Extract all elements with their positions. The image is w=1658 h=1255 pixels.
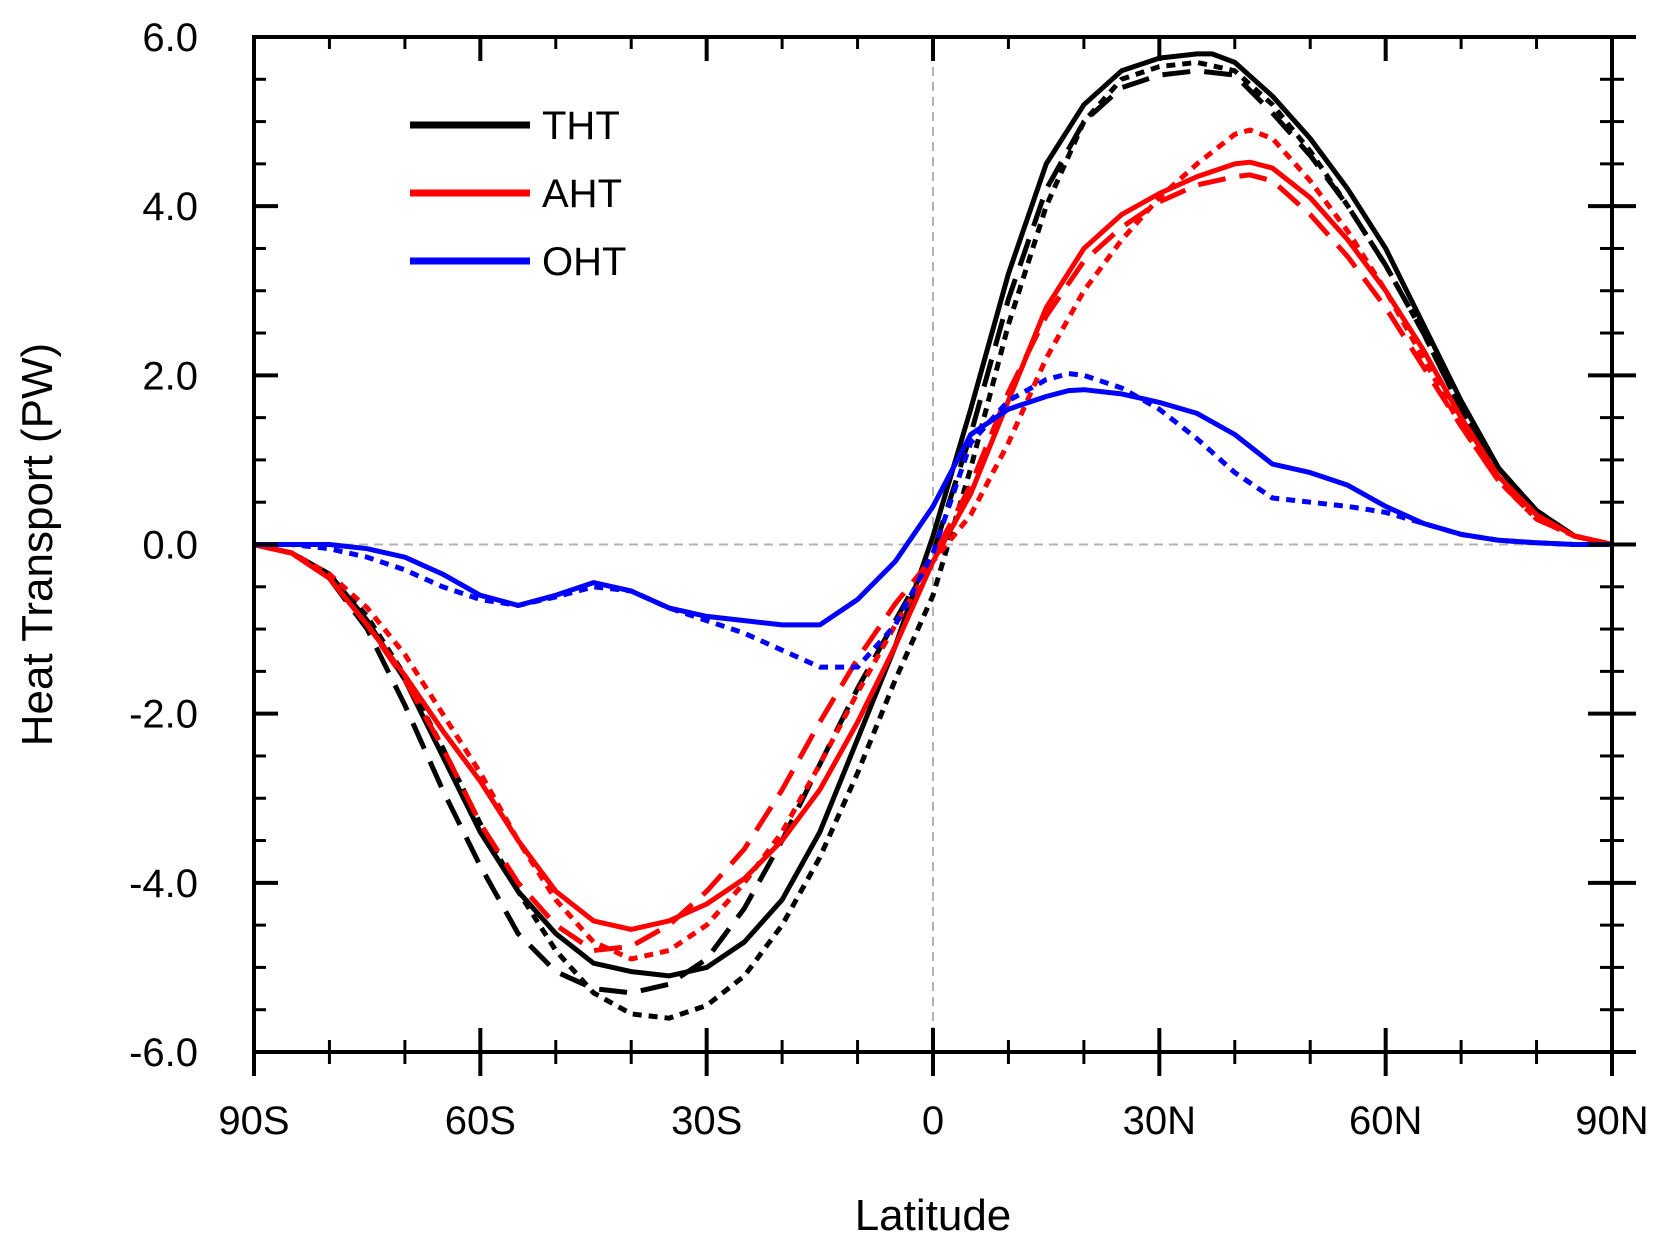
x-tick-label: 0 — [922, 1099, 944, 1143]
series-layer — [253, 51, 1613, 1021]
x-tick-label: 30S — [671, 1099, 742, 1143]
y-tick-label: -2.0 — [129, 693, 198, 737]
series-tht-dotted — [253, 59, 1613, 1021]
tick-labels: 90S 60S 30S 0 30N 60N 90N 6.0 4.0 2.0 0.0 -2.0 -4.0 -… — [129, 16, 1649, 1143]
y-tick-label: 6.0 — [142, 16, 198, 60]
zero-reference-lines — [254, 37, 1612, 1052]
series-aht-dashed — [253, 172, 1613, 953]
series-aht-dotted — [253, 127, 1613, 962]
x-axis-title: Latitude — [855, 1191, 1012, 1240]
legend-label-aht: AHT — [542, 172, 622, 216]
x-tick-label: 90S — [218, 1099, 289, 1143]
y-tick-label: 0.0 — [142, 524, 198, 568]
y-tick-label: -4.0 — [129, 862, 198, 906]
series-oht-dotted — [254, 371, 1612, 670]
y-axis-title: Heat Transport (PW) — [13, 343, 62, 746]
legend-label-oht: OHT — [542, 240, 626, 284]
y-tick-label: 2.0 — [142, 354, 198, 398]
x-tick-label: 90N — [1575, 1099, 1648, 1143]
legend-label-tht: THT — [542, 104, 620, 148]
x-tick-label: 60S — [445, 1099, 516, 1143]
x-tick-label: 60N — [1349, 1099, 1422, 1143]
series-tht-dashed — [253, 68, 1613, 996]
x-tick-label: 30N — [1123, 1099, 1196, 1143]
ticks-layer — [252, 35, 1636, 1076]
legend: THT AHT OHT — [410, 104, 626, 284]
series-oht-solid — [254, 387, 1612, 628]
y-tick-label: -6.0 — [129, 1031, 198, 1075]
y-tick-label: 4.0 — [142, 185, 198, 229]
